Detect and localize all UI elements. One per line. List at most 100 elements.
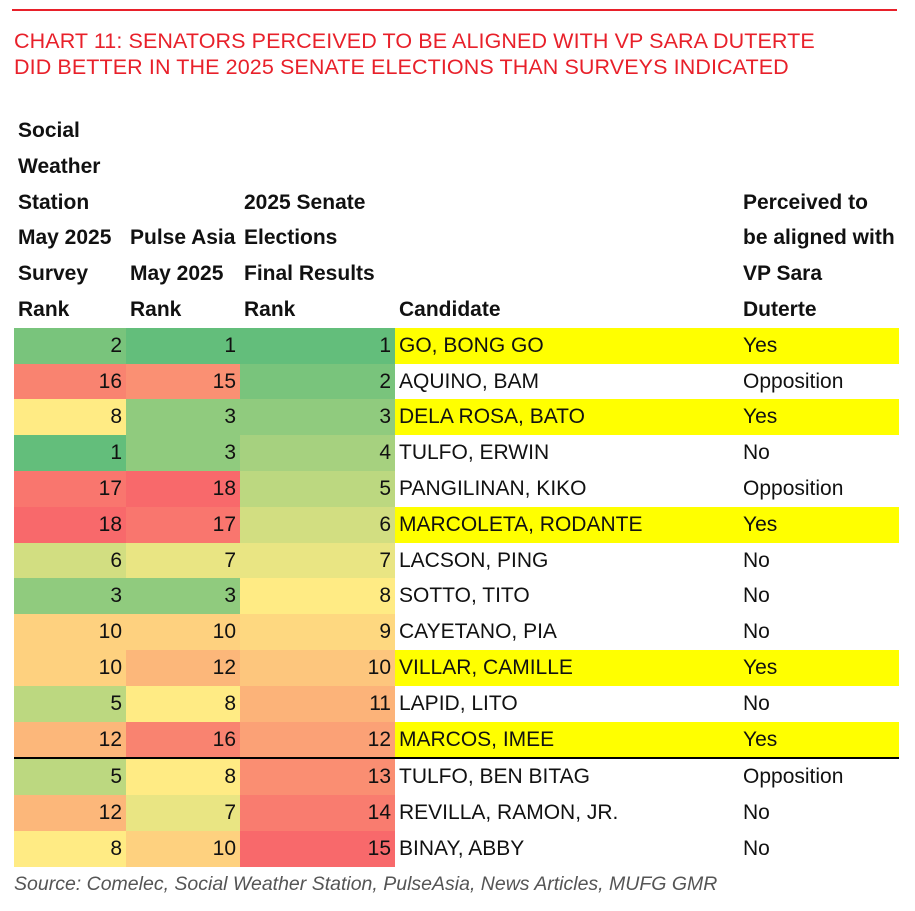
table-row: 17 18 5 PANGILINAN, KIKO Opposition — [14, 470, 899, 507]
rank-cell-sws: 8 — [14, 399, 126, 436]
candidate-cell: MARCOLETA, RODANTE — [395, 506, 739, 543]
rank-cell-pulse: 8 — [126, 685, 240, 722]
table-row: 5 8 11 LAPID, LITO No — [14, 685, 899, 722]
rank-cell-sws: 12 — [14, 721, 126, 760]
aligned-cell: No — [743, 548, 770, 572]
candidate-cell: AQUINO, BAM — [399, 369, 540, 393]
rank-cell-pulse: 17 — [126, 506, 240, 543]
candidate-cell: TULFO, ERWIN — [399, 441, 550, 465]
rank-cell-pulse: 8 — [126, 758, 240, 796]
aligned-cell: No — [743, 801, 770, 825]
rank-cell-sws: 2 — [14, 327, 126, 364]
rank-cell-pulse: 10 — [126, 830, 240, 867]
rank-cell-final: 7 — [240, 542, 395, 579]
candidate-cell: BINAY, ABBY — [399, 836, 525, 860]
aligned-cell: Yes — [739, 327, 899, 364]
rank-cell-final: 11 — [240, 685, 395, 722]
rank-cell-sws: 8 — [14, 830, 126, 867]
title-line-2: DID BETTER IN THE 2025 SENATE ELECTIONS … — [14, 55, 789, 79]
rank-cell-final: 10 — [240, 649, 395, 686]
rank-cell-sws: 5 — [14, 685, 126, 722]
aligned-cell: Opposition — [743, 476, 844, 500]
rank-cell-final: 12 — [240, 721, 395, 760]
rank-cell-final: 4 — [240, 435, 395, 471]
aligned-cell: No — [743, 584, 770, 608]
candidate-cell: VILLAR, CAMILLE — [395, 649, 739, 686]
title-line-1: CHART 11: SENATORS PERCEIVED TO BE ALIGN… — [14, 29, 815, 53]
rank-cell-pulse: 1 — [126, 327, 240, 364]
rank-cell-pulse: 18 — [126, 470, 240, 507]
rank-cell-pulse: 7 — [126, 542, 240, 579]
rank-cell-pulse: 3 — [126, 578, 240, 615]
table-row: 12 16 12 MARCOS, IMEE Yes — [14, 721, 899, 760]
rank-cell-pulse: 10 — [126, 614, 240, 650]
rank-cell-sws: 16 — [14, 363, 126, 400]
source-note: Source: Comelec, Social Weather Station,… — [14, 873, 718, 895]
rank-cell-pulse: 16 — [126, 721, 240, 760]
table-row: 5 8 13 TULFO, BEN BITAG Opposition — [14, 758, 899, 796]
table-row: 2 1 1 GO, BONG GO Yes — [14, 327, 899, 364]
candidate-cell: MARCOS, IMEE — [395, 721, 739, 760]
rank-cell-final: 9 — [240, 614, 395, 650]
candidate-cell: CAYETANO, PIA — [399, 620, 557, 644]
table-row: 8 3 3 DELA ROSA, BATO Yes — [14, 399, 899, 436]
top-rule — [12, 9, 897, 11]
candidate-cell: LAPID, LITO — [399, 691, 518, 715]
table-row: 3 3 8 SOTTO, TITO No — [14, 578, 899, 615]
rank-cell-final: 3 — [240, 399, 395, 436]
rank-cell-sws: 5 — [14, 758, 126, 796]
aligned-cell: Yes — [739, 399, 899, 436]
table-row: 1 3 4 TULFO, ERWIN No — [14, 435, 899, 471]
rank-cell-final: 15 — [240, 830, 395, 867]
chart-title: CHART 11: SENATORS PERCEIVED TO BE ALIGN… — [14, 28, 815, 80]
header-aligned: Perceived to be aligned with VP Sara Dut… — [743, 190, 895, 321]
rank-cell-sws: 18 — [14, 506, 126, 543]
aligned-cell: Yes — [739, 506, 899, 543]
aligned-cell: Opposition — [743, 369, 844, 393]
aligned-cell: No — [743, 836, 770, 860]
aligned-cell: Yes — [739, 721, 899, 760]
rank-cell-pulse: 12 — [126, 649, 240, 686]
aligned-cell: Opposition — [743, 765, 844, 789]
table-row: 6 7 7 LACSON, PING No — [14, 542, 899, 579]
rank-cell-final: 5 — [240, 470, 395, 507]
header-candidate: Candidate — [399, 297, 501, 321]
rank-cell-pulse: 3 — [126, 435, 240, 471]
candidate-cell: TULFO, BEN BITAG — [399, 765, 590, 789]
aligned-cell: No — [743, 691, 770, 715]
table-row: 10 10 9 CAYETANO, PIA No — [14, 614, 899, 650]
table-row: 16 15 2 AQUINO, BAM Opposition — [14, 363, 899, 400]
header-pulse: Pulse Asia May 2025 Rank — [130, 226, 236, 321]
rank-cell-final: 6 — [240, 506, 395, 543]
rank-cell-sws: 12 — [14, 795, 126, 831]
rank-cell-final: 14 — [240, 795, 395, 831]
table-row: 10 12 10 VILLAR, CAMILLE Yes — [14, 649, 899, 686]
table-row: 8 10 15 BINAY, ABBY No — [14, 830, 899, 867]
candidate-cell: PANGILINAN, KIKO — [399, 476, 587, 500]
rank-cell-sws: 3 — [14, 578, 126, 615]
table-row: 12 7 14 REVILLA, RAMON, JR. No — [14, 795, 899, 831]
rank-cell-final: 1 — [240, 327, 395, 364]
rank-cell-final: 2 — [240, 363, 395, 400]
rank-cell-final: 13 — [240, 758, 395, 796]
rank-cell-sws: 17 — [14, 470, 126, 507]
candidate-cell: LACSON, PING — [399, 548, 549, 572]
table-row: 18 17 6 MARCOLETA, RODANTE Yes — [14, 506, 899, 543]
candidate-cell: GO, BONG GO — [395, 327, 739, 364]
header-sws: Social Weather Station May 2025 Survey R… — [18, 119, 112, 321]
candidate-cell: REVILLA, RAMON, JR. — [399, 801, 619, 825]
rank-cell-pulse: 3 — [126, 399, 240, 436]
aligned-cell: Yes — [739, 649, 899, 686]
rank-cell-sws: 10 — [14, 649, 126, 686]
rank-cell-final: 8 — [240, 578, 395, 615]
candidate-cell: SOTTO, TITO — [399, 584, 530, 608]
aligned-cell: No — [743, 620, 770, 644]
rank-cell-sws: 10 — [14, 614, 126, 650]
header-final: 2025 Senate Elections Final Results Rank — [244, 190, 375, 321]
rank-cell-sws: 1 — [14, 435, 126, 471]
rank-cell-pulse: 15 — [126, 363, 240, 400]
rank-cell-sws: 6 — [14, 542, 126, 579]
aligned-cell: No — [743, 441, 770, 465]
candidate-cell: DELA ROSA, BATO — [395, 399, 739, 436]
rank-cell-pulse: 7 — [126, 795, 240, 831]
